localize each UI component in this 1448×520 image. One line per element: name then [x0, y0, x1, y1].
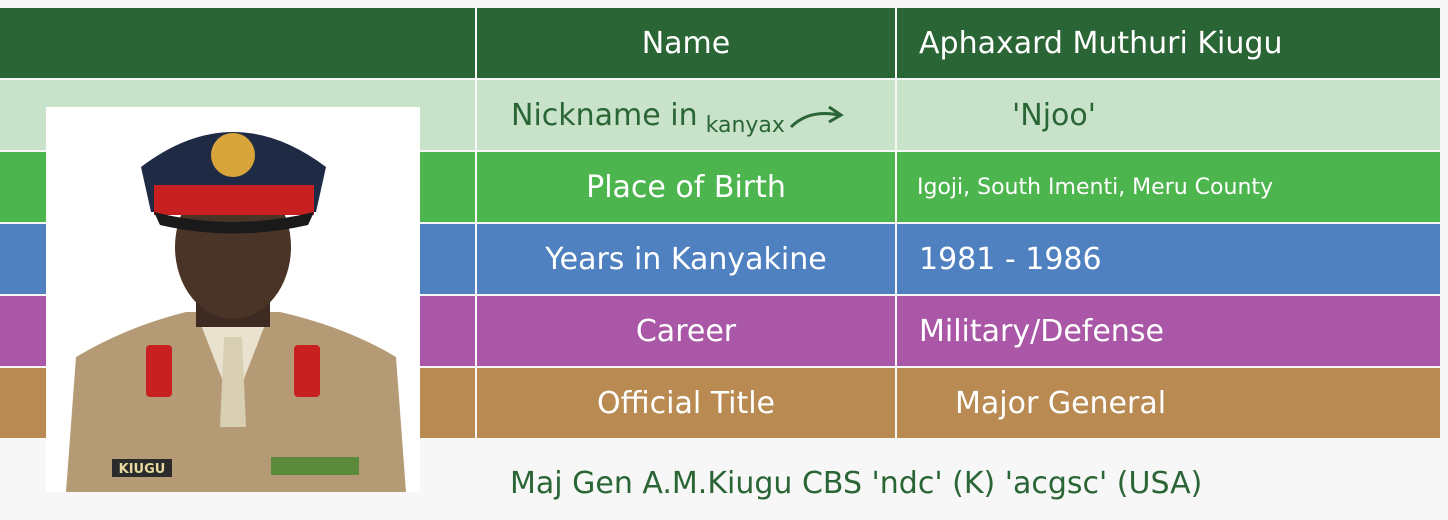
- portrait-photo: KIUGU: [46, 107, 420, 492]
- label-cell: Years in Kanyakine: [477, 224, 895, 294]
- label: Name: [641, 25, 731, 61]
- label-cell: Place of Birth: [477, 152, 895, 222]
- value-cell: 1981 - 1986: [897, 224, 1440, 294]
- caption: Maj Gen A.M.Kiugu CBS 'ndc' (K) 'acgsc' …: [510, 466, 1203, 501]
- value: 'Njoo': [1012, 97, 1096, 133]
- value: Igoji, South Imenti, Meru County: [917, 174, 1274, 200]
- value-cell: Military/Defense: [897, 296, 1440, 366]
- label-cell: Official Title: [477, 368, 895, 438]
- arrow: [789, 105, 844, 129]
- value-cell: Igoji, South Imenti, Meru County: [897, 152, 1440, 222]
- value: Major General: [955, 385, 1167, 421]
- label-cell: Name: [477, 8, 895, 78]
- label-cell: Nickname in kanyax: [477, 80, 895, 150]
- value: 1981 - 1986: [919, 241, 1102, 277]
- label: Official Title: [597, 385, 775, 421]
- label-sub: kanyax: [705, 112, 785, 138]
- label: Nickname in: [511, 97, 698, 133]
- label: Years in Kanyakine: [545, 241, 827, 277]
- label: Career: [635, 313, 737, 349]
- value-cell: 'Njoo': [897, 80, 1440, 150]
- name-tag: KIUGU: [119, 462, 166, 477]
- label-cell: Career: [477, 296, 895, 366]
- value: Military/Defense: [919, 313, 1164, 349]
- label: Place of Birth: [586, 169, 786, 205]
- value: Aphaxard Muthuri Kiugu: [919, 25, 1283, 61]
- value-cell: Aphaxard Muthuri Kiugu: [897, 8, 1440, 78]
- value-cell: Major General: [897, 368, 1440, 438]
- cell: [0, 8, 475, 78]
